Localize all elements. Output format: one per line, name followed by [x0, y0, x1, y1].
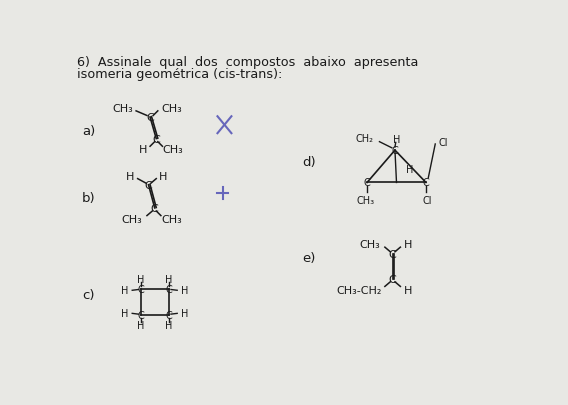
- Text: C: C: [165, 310, 172, 320]
- Text: H: H: [137, 320, 144, 330]
- Text: H: H: [403, 286, 412, 296]
- Text: a): a): [82, 125, 95, 138]
- Text: Cl: Cl: [423, 195, 432, 205]
- Text: CH₃: CH₃: [357, 195, 374, 205]
- Text: C: C: [389, 249, 396, 260]
- Text: H: H: [160, 171, 168, 181]
- Text: C: C: [137, 284, 144, 294]
- Text: H: H: [181, 309, 189, 319]
- Text: C: C: [145, 180, 152, 190]
- Text: CH₃: CH₃: [162, 145, 183, 155]
- Text: CH₃: CH₃: [112, 104, 133, 113]
- Text: Cl: Cl: [438, 138, 448, 148]
- Text: H: H: [393, 135, 400, 145]
- Text: C: C: [364, 178, 370, 188]
- Text: H: H: [126, 171, 135, 181]
- Text: H: H: [403, 239, 412, 249]
- Text: CH₃: CH₃: [161, 214, 182, 224]
- Text: H: H: [406, 164, 413, 174]
- Text: C: C: [165, 284, 172, 294]
- Text: d): d): [302, 156, 316, 169]
- Text: C: C: [389, 274, 396, 284]
- Text: C: C: [146, 113, 154, 123]
- Text: C: C: [137, 310, 144, 320]
- Text: C: C: [151, 203, 158, 213]
- Text: c): c): [82, 288, 94, 301]
- Text: b): b): [82, 192, 95, 205]
- Text: H: H: [139, 145, 147, 155]
- Text: C: C: [423, 178, 429, 188]
- Text: H: H: [121, 309, 128, 319]
- Text: isomeria geométrica (cis-trans):: isomeria geométrica (cis-trans):: [77, 68, 282, 81]
- Text: H: H: [121, 286, 128, 296]
- Text: C: C: [391, 146, 398, 156]
- Text: CH₃: CH₃: [360, 239, 380, 249]
- Text: H: H: [137, 274, 144, 284]
- Text: H: H: [165, 320, 172, 330]
- Text: CH₃: CH₃: [122, 214, 143, 224]
- Text: 6)  Assinale  qual  dos  compostos  abaixo  apresenta: 6) Assinale qual dos compostos abaixo ap…: [77, 56, 419, 69]
- Text: CH₃: CH₃: [161, 104, 182, 113]
- Text: e): e): [302, 251, 315, 264]
- Text: H: H: [165, 274, 172, 284]
- Text: CH₂: CH₂: [355, 134, 373, 143]
- Text: CH₃-CH₂: CH₃-CH₂: [336, 286, 382, 296]
- Text: C: C: [152, 134, 160, 144]
- Text: H: H: [181, 286, 189, 296]
